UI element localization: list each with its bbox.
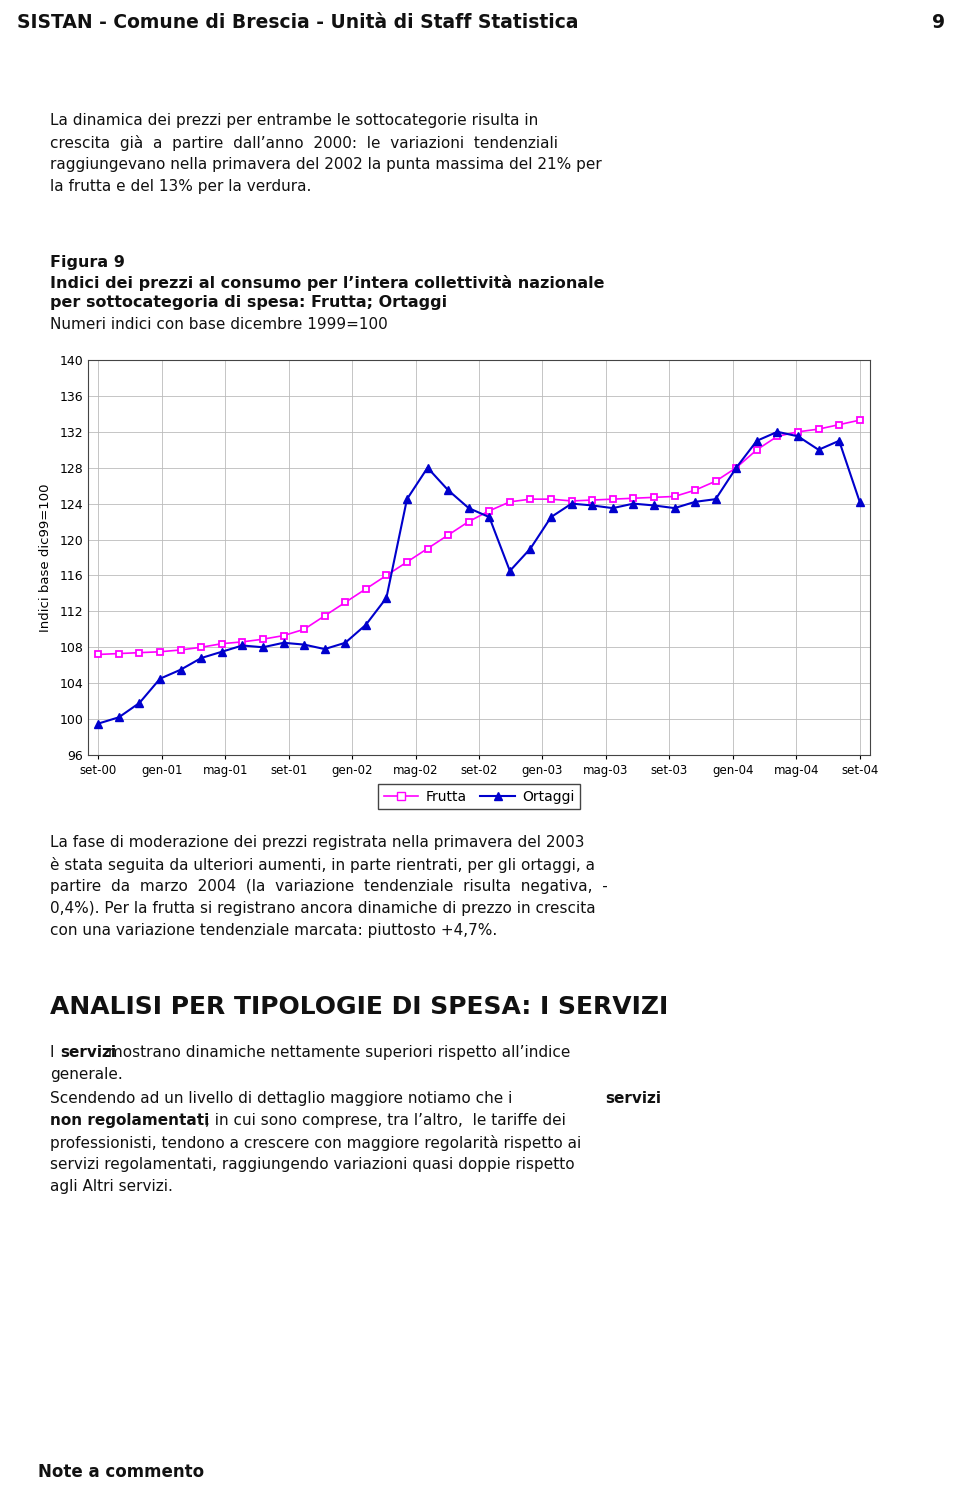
Text: partire  da  marzo  2004  (la  variazione  tendenziale  risulta  negativa,  -: partire da marzo 2004 (la variazione ten… bbox=[50, 880, 608, 895]
Text: SISTAN - Comune di Brescia - Unità di Staff Statistica: SISTAN - Comune di Brescia - Unità di St… bbox=[17, 13, 579, 31]
Text: non regolamentati: non regolamentati bbox=[50, 1113, 209, 1128]
Text: 0,4%). Per la frutta si registrano ancora dinamiche di prezzo in crescita: 0,4%). Per la frutta si registrano ancor… bbox=[50, 901, 595, 916]
Text: agli Altri servizi.: agli Altri servizi. bbox=[50, 1179, 173, 1194]
Y-axis label: Indici base dic99=100: Indici base dic99=100 bbox=[39, 483, 52, 631]
Text: crescita  già  a  partire  dall’anno  2000:  le  variazioni  tendenziali: crescita già a partire dall’anno 2000: l… bbox=[50, 135, 558, 151]
Text: servizi regolamentati, raggiungendo variazioni quasi doppie rispetto: servizi regolamentati, raggiungendo vari… bbox=[50, 1156, 575, 1171]
Text: Figura 9: Figura 9 bbox=[50, 254, 125, 269]
Text: ANALISI PER TIPOLOGIE DI SPESA: I SERVIZI: ANALISI PER TIPOLOGIE DI SPESA: I SERVIZ… bbox=[50, 995, 668, 1019]
Text: servizi: servizi bbox=[60, 1046, 116, 1061]
Text: I: I bbox=[50, 1046, 60, 1061]
Text: mostrano dinamiche nettamente superiori rispetto all’indice: mostrano dinamiche nettamente superiori … bbox=[103, 1046, 570, 1061]
Text: Note a commento: Note a commento bbox=[38, 1463, 204, 1481]
Text: La dinamica dei prezzi per entrambe le sottocategorie risulta in: La dinamica dei prezzi per entrambe le s… bbox=[50, 114, 539, 129]
Text: Indici dei prezzi al consumo per l’intera collettività nazionale: Indici dei prezzi al consumo per l’inter… bbox=[50, 275, 605, 292]
Text: professionisti, tendono a crescere con maggiore regolarità rispetto ai: professionisti, tendono a crescere con m… bbox=[50, 1135, 581, 1150]
Text: per sottocategoria di spesa: Frutta; Ortaggi: per sottocategoria di spesa: Frutta; Ort… bbox=[50, 295, 447, 310]
Text: La fase di moderazione dei prezzi registrata nella primavera del 2003: La fase di moderazione dei prezzi regist… bbox=[50, 835, 585, 850]
Legend: Frutta, Ortaggi: Frutta, Ortaggi bbox=[378, 784, 580, 809]
Text: servizi: servizi bbox=[605, 1091, 661, 1106]
Text: è stata seguita da ulteriori aumenti, in parte rientrati, per gli ortaggi, a: è stata seguita da ulteriori aumenti, in… bbox=[50, 857, 595, 874]
Text: Scendendo ad un livello di dettaglio maggiore notiamo che i: Scendendo ad un livello di dettaglio mag… bbox=[50, 1091, 517, 1106]
Text: generale.: generale. bbox=[50, 1067, 123, 1082]
Text: raggiungevano nella primavera del 2002 la punta massima del 21% per: raggiungevano nella primavera del 2002 l… bbox=[50, 157, 602, 172]
Text: 9: 9 bbox=[931, 13, 945, 31]
Text: con una variazione tendenziale marcata: piuttosto +4,7%.: con una variazione tendenziale marcata: … bbox=[50, 923, 497, 938]
Text: la frutta e del 13% per la verdura.: la frutta e del 13% per la verdura. bbox=[50, 180, 311, 194]
Text: , in cui sono comprese, tra l’altro,  le tariffe dei: , in cui sono comprese, tra l’altro, le … bbox=[205, 1113, 565, 1128]
Text: Numeri indici con base dicembre 1999=100: Numeri indici con base dicembre 1999=100 bbox=[50, 317, 388, 332]
